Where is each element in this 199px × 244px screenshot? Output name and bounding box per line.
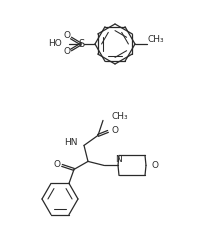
Text: HN: HN	[64, 138, 78, 147]
Text: O: O	[151, 161, 158, 170]
Text: CH₃: CH₃	[148, 35, 164, 44]
Text: O: O	[54, 160, 60, 169]
Text: O: O	[63, 48, 70, 57]
Text: O: O	[112, 126, 119, 135]
Text: N: N	[116, 155, 122, 164]
Text: S: S	[78, 39, 84, 49]
Text: O: O	[63, 31, 70, 41]
Text: CH₃: CH₃	[111, 112, 128, 121]
Text: HO: HO	[48, 40, 62, 49]
